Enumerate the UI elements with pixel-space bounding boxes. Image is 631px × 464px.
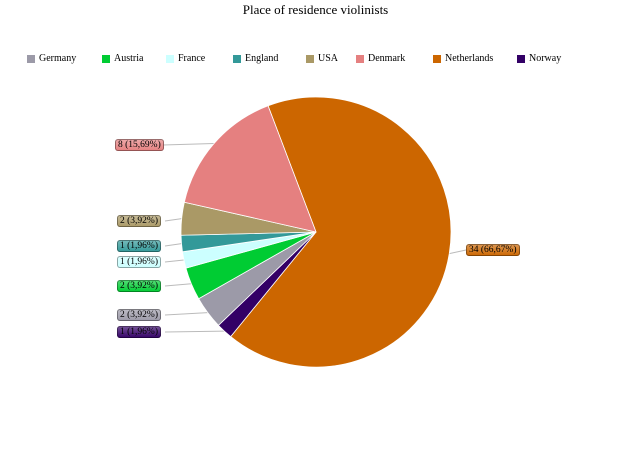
legend-swatch: [356, 54, 364, 63]
legend-swatch: [233, 54, 241, 63]
data-label-austria: 2 (3,92%): [117, 280, 161, 292]
legend-swatch: [27, 54, 35, 63]
legend-swatch: [517, 54, 525, 63]
data-label-germany: 2 (3,92%): [117, 309, 161, 321]
legend-item-france[interactable]: France: [166, 53, 205, 64]
data-label-england: 1 (1,96%): [117, 240, 161, 252]
legend-swatch: [433, 54, 441, 63]
leader-line: [164, 330, 225, 333]
leader-line: [449, 249, 467, 255]
data-label-denmark: 8 (15,69%): [115, 139, 164, 151]
legend-item-austria[interactable]: Austria: [102, 53, 143, 64]
leader-line: [164, 283, 192, 287]
legend-swatch: [102, 54, 110, 63]
legend-item-netherlands[interactable]: Netherlands: [433, 53, 493, 64]
pie-slice-denmark[interactable]: [183, 105, 317, 233]
leader-line: [164, 218, 182, 222]
legend-label: France: [178, 53, 206, 64]
leader-line: [164, 259, 184, 263]
legend-swatch: [166, 54, 174, 63]
legend-label: Denmark: [368, 53, 406, 64]
legend-swatch: [306, 54, 314, 63]
legend-label: Austria: [114, 53, 144, 64]
legend-label: England: [245, 53, 279, 64]
legend-label: Germany: [39, 53, 77, 64]
legend-label: Netherlands: [445, 53, 494, 64]
leader-line: [164, 312, 208, 316]
legend-item-england[interactable]: England: [233, 53, 278, 64]
chart-title: Place of residence violinists: [242, 2, 389, 17]
leader-line: [164, 243, 182, 247]
legend-label: USA: [318, 53, 339, 64]
legend-label: Norway: [529, 53, 562, 64]
data-label-norway: 1 (1,96%): [117, 326, 161, 338]
data-label-netherlands: 34 (66,67%): [466, 244, 520, 256]
data-label-usa: 2 (3,92%): [117, 215, 161, 227]
data-label-france: 1 (1,96%): [117, 256, 161, 268]
legend-item-denmark[interactable]: Denmark: [356, 53, 405, 64]
legend-item-usa[interactable]: USA: [306, 53, 338, 64]
legend-item-germany[interactable]: Germany: [27, 53, 76, 64]
pie-slice-netherlands[interactable]: [230, 96, 452, 368]
legend-item-norway[interactable]: Norway: [517, 53, 561, 64]
leader-line: [162, 142, 215, 146]
